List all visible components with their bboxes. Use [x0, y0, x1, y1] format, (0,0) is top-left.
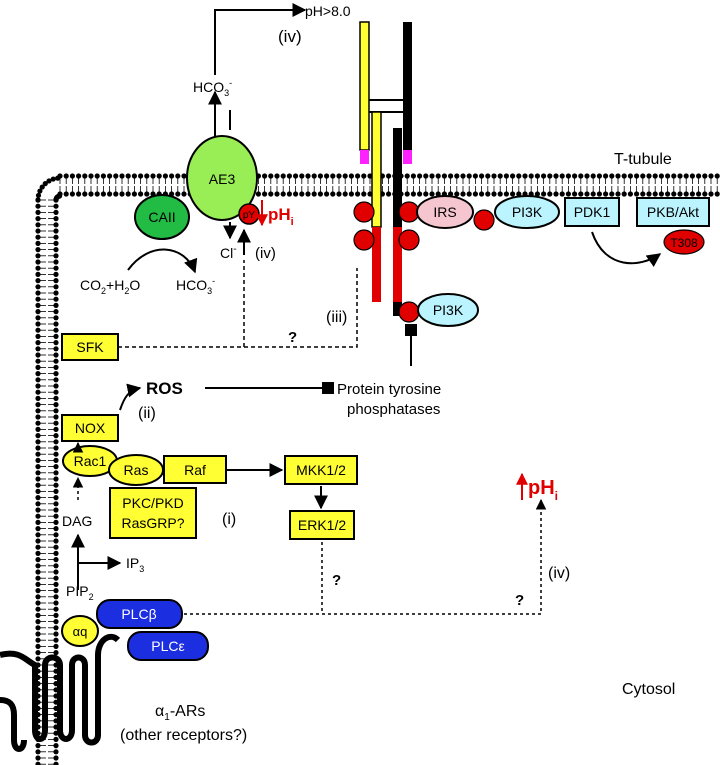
- receptor-beta-black-red: [393, 227, 402, 302]
- ip3-label: IP3: [126, 555, 144, 574]
- nox-node: [61, 414, 119, 442]
- plcb-label: PLCβ: [121, 606, 156, 622]
- irs-py: [473, 209, 495, 231]
- pkc-line2: RasGRP?: [121, 515, 184, 531]
- question-erk: ?: [332, 572, 341, 589]
- t-tubule-label: T-tubule: [614, 151, 672, 168]
- pi3k-bottom-node: [417, 293, 479, 327]
- receptor-helices-2: [0, 697, 27, 752]
- ae3-py: [238, 203, 260, 225]
- pkc-line1: PKC/PKD: [122, 495, 183, 511]
- plc-to-ph-dashed: [184, 498, 547, 615]
- ras-label: Ras: [124, 462, 149, 478]
- magenta-segment-1: [360, 150, 369, 164]
- rac1-label: Rac1: [74, 453, 107, 469]
- ph-up-label: pHi: [528, 477, 558, 503]
- roman-iv-top: (iv): [278, 27, 302, 46]
- plce-node: [127, 631, 209, 661]
- caii-node: [134, 194, 190, 240]
- co2-h2o: CO2+H2O: [80, 277, 140, 296]
- t308-label: T308: [670, 236, 698, 250]
- plce-label: PLCε: [151, 638, 184, 654]
- py-label: pY: [243, 210, 256, 221]
- pi3k-bottom-label: PI3K: [433, 302, 464, 318]
- receptor-beta-black: [393, 128, 402, 227]
- py-dot: [398, 229, 420, 251]
- roman-iv-right: (iv): [548, 565, 570, 582]
- sfk-node: [61, 333, 119, 361]
- pkb-label: PKB/Akt: [647, 204, 699, 220]
- pkb-node: [636, 197, 710, 227]
- nox-to-ros-arrow: [119, 383, 142, 411]
- t308-node: [663, 229, 705, 255]
- receptor-label-2: (other receptors?): [120, 727, 247, 744]
- irs-label: IRS: [433, 204, 456, 220]
- raf-node: [163, 455, 227, 484]
- receptor-alpha-black: [403, 22, 412, 150]
- pip2-label: PIP2: [66, 583, 94, 602]
- py-dot: [353, 201, 375, 223]
- receptor-helices: [0, 633, 121, 746]
- erk-label: ERK1/2: [298, 517, 346, 533]
- ae3-label: AE3: [209, 171, 236, 187]
- raf-label: Raf: [184, 462, 206, 478]
- question-sfk: ?: [288, 329, 297, 346]
- erk-node: [289, 510, 355, 540]
- py-dot: [398, 301, 420, 323]
- sfk-label: SFK: [76, 339, 104, 355]
- sfk-to-receptor-dashed: [118, 268, 358, 348]
- ptp-line2: phosphatases: [347, 401, 440, 418]
- pdk1-to-pkb-arrow: [591, 231, 662, 267]
- hco3-bottom: HCO3-: [176, 276, 215, 296]
- receptor-beta-yellow-red: [372, 227, 381, 302]
- plcb-node: [96, 599, 183, 629]
- py-dot: [353, 229, 375, 251]
- roman-ii: (ii): [138, 405, 156, 422]
- roman-iv-ae3: (iv): [255, 245, 276, 262]
- ae3-node: [186, 135, 258, 221]
- nox-label: NOX: [75, 420, 106, 436]
- cytosol-label: Cytosol: [622, 681, 675, 698]
- pi3k-top-label: PI3K: [512, 204, 543, 220]
- py-dots: [353, 201, 420, 323]
- ph-down-label: pHi: [268, 205, 294, 228]
- receptor-label-1: α1-ARs: [155, 703, 205, 723]
- ros-label: ROS: [146, 379, 183, 398]
- mkk-label: MKK1/2: [296, 462, 346, 478]
- gq-label: αq: [73, 624, 88, 639]
- mkk-node: [284, 455, 358, 485]
- question-ph: ?: [515, 592, 524, 609]
- ph-out-label: pH>8.0: [305, 3, 351, 19]
- magenta-segment-2: [403, 150, 412, 164]
- dag-label: DAG: [62, 513, 92, 529]
- hco3-top: HCO3-: [193, 78, 232, 98]
- receptor-beta-black-tail: [393, 302, 402, 316]
- pkc-node: [109, 487, 197, 539]
- hco3-to-ph-arrow: [214, 3, 307, 75]
- cl-label: Cl-: [220, 244, 237, 261]
- irs-node: [416, 195, 474, 229]
- ptp-line1: Protein tyrosine: [337, 381, 441, 398]
- caii-label: CAII: [148, 209, 175, 225]
- gq-node: [61, 615, 99, 647]
- roman-i: (i): [222, 511, 236, 528]
- roman-iii: (iii): [326, 309, 347, 326]
- pi3k-top-node: [494, 195, 560, 229]
- carbonic-arrow: [127, 248, 198, 274]
- pdk1-label: PDK1: [574, 204, 611, 220]
- receptor-alpha-yellow: [359, 21, 370, 151]
- pdk1-node: [564, 197, 620, 227]
